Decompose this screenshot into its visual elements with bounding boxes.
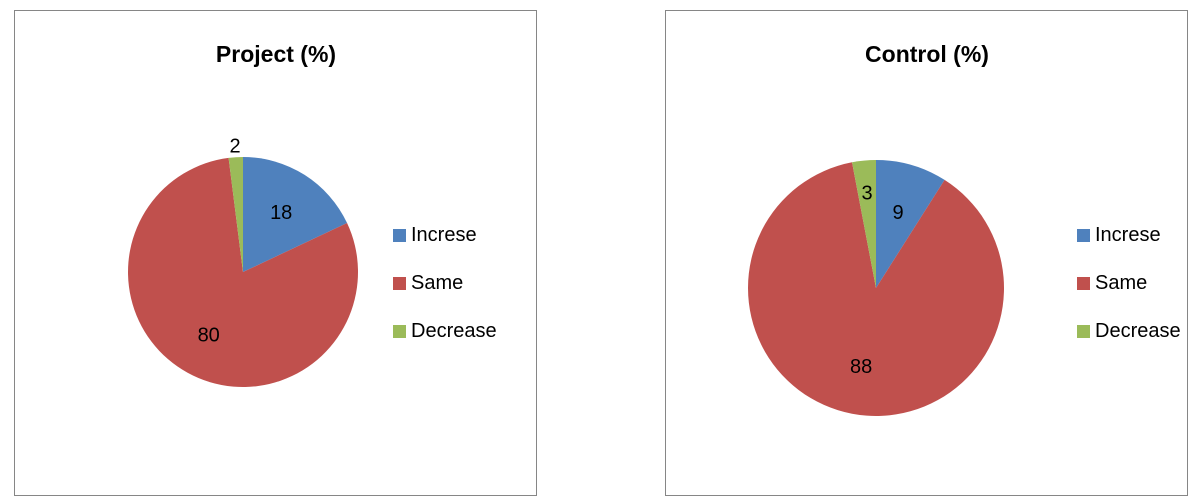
legend-label-increse: Increse [411,224,477,246]
pie-slice-same [128,157,359,388]
chart-title: Project (%) [216,41,336,67]
project-pie-chart: Project (%) 18 80 2 Increse Same Decrease [14,10,537,496]
data-label-increse: 9 [893,202,904,224]
pie-slice-same [748,162,1005,417]
legend-label-decrease: Decrease [411,320,497,342]
pie-slice-decrease [228,157,243,272]
legend: Increse Same Decrease [393,224,497,342]
control-pie-svg: Control (%) 9 88 3 Increse Same Decrease [748,41,1181,417]
legend-swatch-increse [1077,229,1090,242]
data-labels: 18 80 2 [198,136,293,347]
legend-label-same: Same [411,272,463,294]
legend-label-decrease: Decrease [1095,320,1181,342]
data-labels: 9 88 3 [850,182,904,378]
data-label-decrease: 2 [230,136,241,158]
legend-swatch-decrease [393,325,406,338]
legend-label-same: Same [1095,272,1147,294]
chart-title: Control (%) [865,41,989,67]
data-label-increse: 18 [270,202,292,224]
pie-slice-increse [876,160,945,288]
pie-slice-decrease [852,160,876,288]
control-pie-chart: Control (%) 9 88 3 Increse Same Decrease [665,10,1188,496]
legend-swatch-same [1077,277,1090,290]
legend-swatch-increse [393,229,406,242]
legend-label-increse: Increse [1095,224,1161,246]
pie-slices [748,160,1005,417]
legend-swatch-decrease [1077,325,1090,338]
legend: Increse Same Decrease [1077,224,1181,342]
data-label-decrease: 3 [861,182,872,204]
pie-slice-increse [243,157,348,272]
pie-slices [128,157,359,388]
data-label-same: 80 [198,325,220,347]
project-pie-svg: Project (%) 18 80 2 Increse Same Decrease [128,41,497,388]
legend-swatch-same [393,277,406,290]
data-label-same: 88 [850,356,872,378]
